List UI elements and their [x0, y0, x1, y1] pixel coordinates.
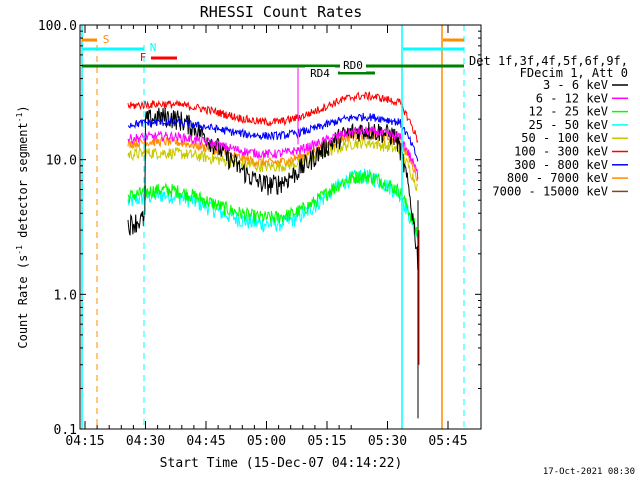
series-line-12-25keV [127, 170, 419, 237]
legend-label: 7000 - 15000 keV [492, 184, 608, 198]
annot-label-RD4: RD4 [310, 67, 330, 80]
legend-label: 6 - 12 keV [536, 91, 608, 105]
y-axis-label-sup2: -1 [15, 112, 24, 122]
legend-label: 12 - 25 keV [529, 105, 608, 119]
annot-label-S: S [103, 33, 110, 46]
annot-label-RD0: RD0 [343, 59, 363, 72]
series-line-100-300keV [127, 91, 419, 143]
legend-label: 300 - 800 keV [514, 158, 608, 172]
y-axis-label-mid: detector segment [16, 122, 30, 245]
y-tick-label: 10.0 [46, 154, 77, 169]
series-line-300-800keV [127, 112, 419, 162]
y-axis-label-end: ) [16, 105, 30, 112]
y-axis-ticks: 100.0 10.0 1.0 0.1 [38, 19, 481, 438]
x-tick-label: 04:30 [126, 434, 165, 449]
annotation-layer: S NF RD0 RD4 [81, 25, 465, 429]
y-tick-label: 100.0 [38, 19, 77, 34]
x-tick-label: 05:45 [428, 434, 467, 449]
legend-label: 800 - 7000 keV [507, 171, 608, 185]
legend-header-line-1: Det 1f,3f,4f,5f,6f,9f, [469, 54, 628, 68]
y-tick-label: 1.0 [54, 288, 77, 303]
x-tick-label: 05:00 [247, 434, 286, 449]
annot-label-RD4-bg [305, 67, 335, 79]
x-axis-label: Start Time (15-Dec-07 04:14:22) [160, 456, 403, 471]
legend-label: 25 - 50 keV [529, 118, 608, 132]
legend-header-line-2: FDecim 1, Att 0 [520, 66, 628, 80]
y-axis-label-main: Count Rate (s [16, 255, 30, 349]
x-tick-label: 05:30 [368, 434, 407, 449]
chart-title: RHESSI Count Rates [200, 3, 363, 21]
y-axis-label-sup1: -1 [15, 245, 24, 255]
plot-frame [79, 24, 482, 430]
annot-label-RD0-bg [340, 59, 366, 72]
legend-label: 50 - 100 keV [521, 131, 608, 145]
x-axis-ticks: 04:15 04:30 04:45 05:00 05:15 05:30 05:45 [65, 25, 468, 449]
legend: Det 1f,3f,4f,5f,6f,9f, FDecim 1, Att 0 3… [469, 54, 628, 198]
y-tick-label: 0.1 [54, 423, 77, 438]
x-tick-label: 04:15 [65, 434, 104, 449]
annot-label-N: N [150, 41, 157, 54]
series-line-3-6keV [127, 107, 419, 271]
legend-label: 3 - 6 keV [543, 78, 608, 92]
series-line-6-12keV [127, 126, 419, 180]
x-tick-label: 04:45 [186, 434, 225, 449]
series-layer [127, 67, 420, 419]
y-axis-label: Count Rate (s-1 detector segment-1) [15, 105, 30, 348]
footer-date: 17-Oct-2021 08:30 [543, 467, 635, 477]
x-tick-label: 05:15 [307, 434, 346, 449]
annot-label-F: F [140, 51, 147, 64]
legend-label: 100 - 300 keV [514, 145, 608, 159]
